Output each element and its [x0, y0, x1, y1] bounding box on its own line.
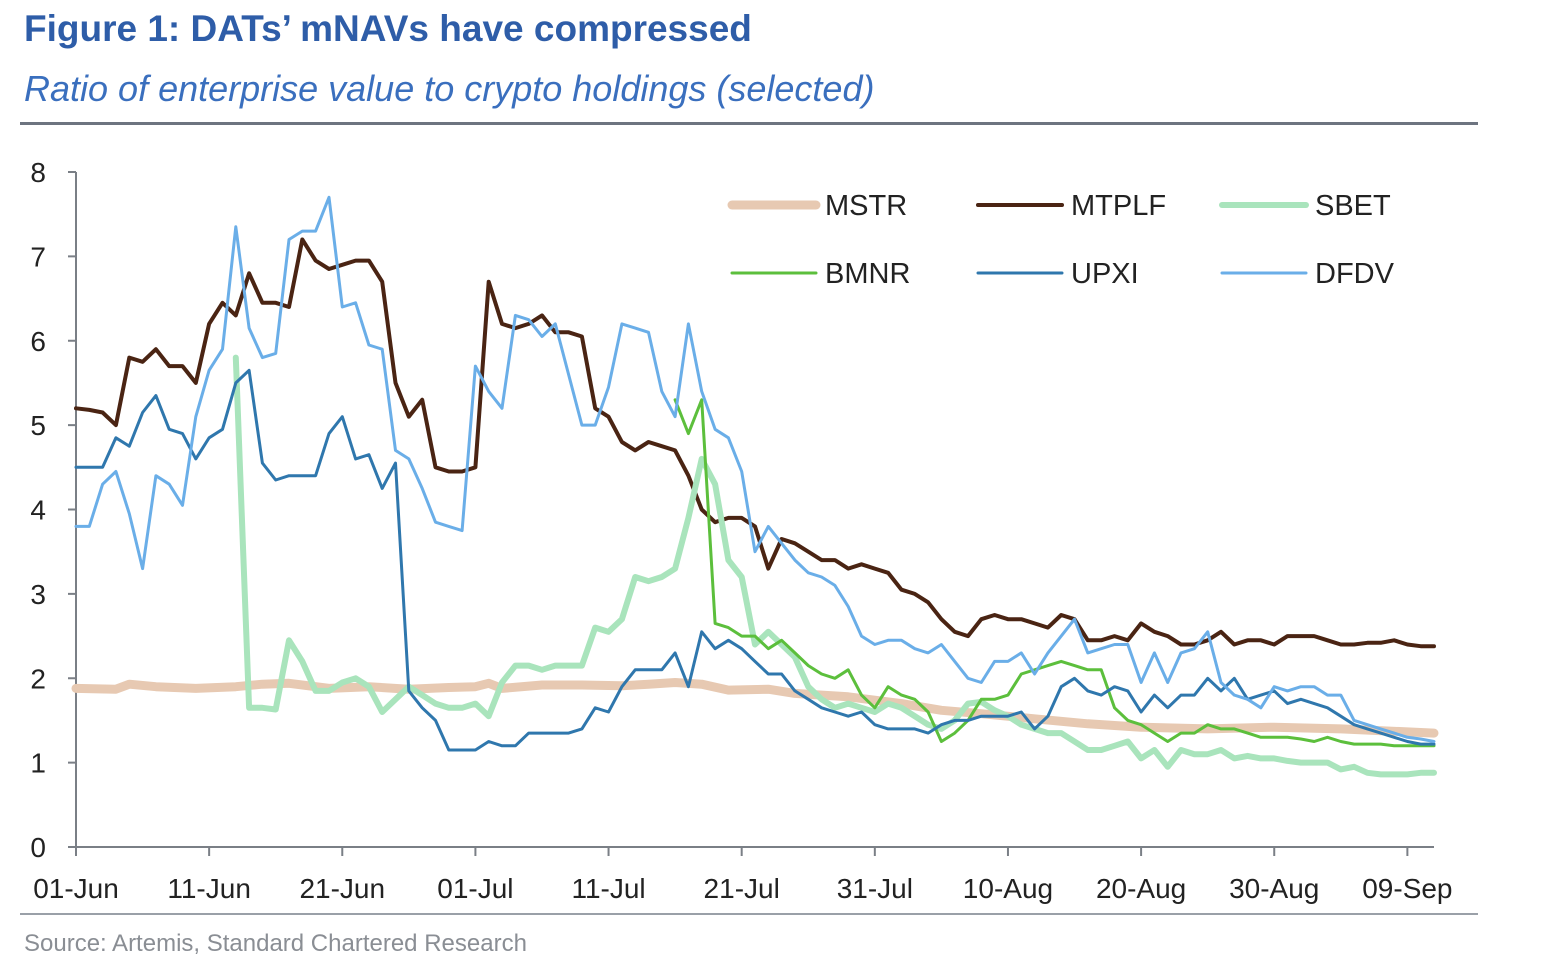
y-tick-label: 8: [30, 157, 46, 188]
x-tick-label: 01-Jun: [33, 873, 119, 904]
series-line-bmnr: [673, 398, 1436, 748]
x-tick-label: 01-Jul: [437, 873, 513, 904]
y-tick-label: 5: [30, 410, 46, 441]
y-tick-label: 3: [30, 579, 46, 610]
x-tick-label: 09-Sep: [1362, 873, 1452, 904]
title-divider: [20, 122, 1478, 125]
y-tick-label: 4: [30, 495, 46, 526]
y-tick-label: 0: [30, 832, 46, 863]
x-tick-label: 21-Jun: [299, 873, 385, 904]
y-tick-label: 2: [30, 663, 46, 694]
series-line-mstr: [71, 678, 1439, 738]
y-tick-label: 1: [30, 748, 46, 779]
series-line-upxi: [74, 368, 1436, 752]
series-line-mtplf: [74, 237, 1436, 649]
x-tick-label: 21-Jul: [704, 873, 780, 904]
legend-label-sbet: SBET: [1315, 190, 1391, 222]
chart-legend: MSTR MTPLF SBET BMNR UPXI DFDV: [727, 190, 1395, 290]
page-subtitle: Ratio of enterprise value to crypto hold…: [24, 68, 875, 109]
x-tick-label: 10-Aug: [963, 873, 1053, 904]
x-tick-label: 30-Aug: [1229, 873, 1319, 904]
source-note: Source: Artemis, Standard Chartered Rese…: [24, 930, 527, 957]
x-tick-label: 31-Jul: [837, 873, 913, 904]
chart-series: [71, 195, 1439, 778]
x-tick-label: 20-Aug: [1096, 873, 1186, 904]
x-tick-label: 11-Jul: [571, 873, 645, 904]
source-divider: [20, 913, 1478, 915]
legend-label-mstr: MSTR: [825, 190, 907, 222]
chart-axes: 0 1 2 3 4 5 6 7 8 01-Jun 11-Jun 21-Jun 01-Jul 11-Jul 2…: [30, 157, 1452, 904]
y-tick-label: 7: [30, 241, 46, 272]
legend-label-dfdv: DFDV: [1315, 258, 1395, 290]
legend-label-upxi: UPXI: [1071, 258, 1139, 290]
legend-label-mtplf: MTPLF: [1071, 190, 1166, 222]
series-line-sbet: [232, 354, 1437, 778]
y-tick-label: 6: [30, 326, 46, 357]
series-line-dfdv: [74, 195, 1436, 743]
page-title: Figure 1: DATs’ mNAVs have compressed: [24, 8, 752, 49]
legend-label-bmnr: BMNR: [825, 258, 910, 290]
x-tick-label: 11-Jun: [167, 873, 251, 904]
